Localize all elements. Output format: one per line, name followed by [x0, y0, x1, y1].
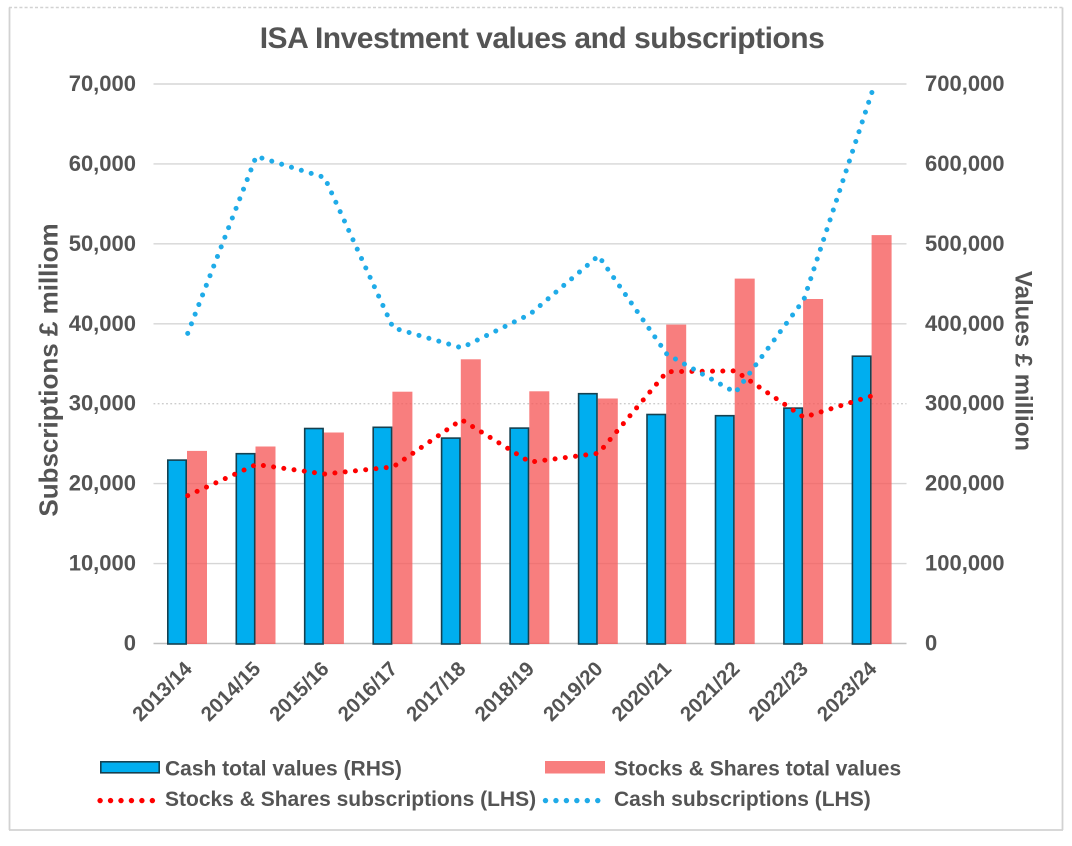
svg-text:200,000: 200,000 [925, 471, 1005, 496]
svg-text:300,000: 300,000 [925, 391, 1005, 416]
svg-text:70,000: 70,000 [69, 71, 136, 96]
svg-text:500,000: 500,000 [925, 231, 1005, 256]
svg-text:ISA Investment values and subs: ISA Investment values and subscriptions [260, 22, 825, 55]
svg-text:10,000: 10,000 [69, 551, 136, 576]
svg-text:400,000: 400,000 [925, 311, 1005, 336]
svg-text:Cash subscriptions (LHS): Cash subscriptions (LHS) [614, 788, 871, 811]
svg-text:40,000: 40,000 [69, 311, 136, 336]
svg-text:600,000: 600,000 [925, 151, 1005, 176]
svg-text:20,000: 20,000 [69, 471, 136, 496]
svg-text:0: 0 [925, 631, 937, 656]
svg-text:Stocks & Shares subscriptions: Stocks & Shares subscriptions (LHS) [165, 788, 536, 811]
svg-text:700,000: 700,000 [925, 71, 1005, 96]
svg-text:100,000: 100,000 [925, 551, 1005, 576]
svg-text:Stocks & Shares total values: Stocks & Shares total values [614, 758, 901, 781]
svg-text:60,000: 60,000 [69, 151, 136, 176]
svg-text:Values £ million: Values £ million [1010, 271, 1037, 451]
svg-text:30,000: 30,000 [69, 391, 136, 416]
svg-text:Cash total values (RHS): Cash total values (RHS) [165, 758, 402, 781]
svg-text:50,000: 50,000 [69, 231, 136, 256]
svg-text:Subscriptions £ milliom: Subscriptions £ milliom [34, 223, 64, 516]
svg-text:0: 0 [124, 631, 136, 656]
